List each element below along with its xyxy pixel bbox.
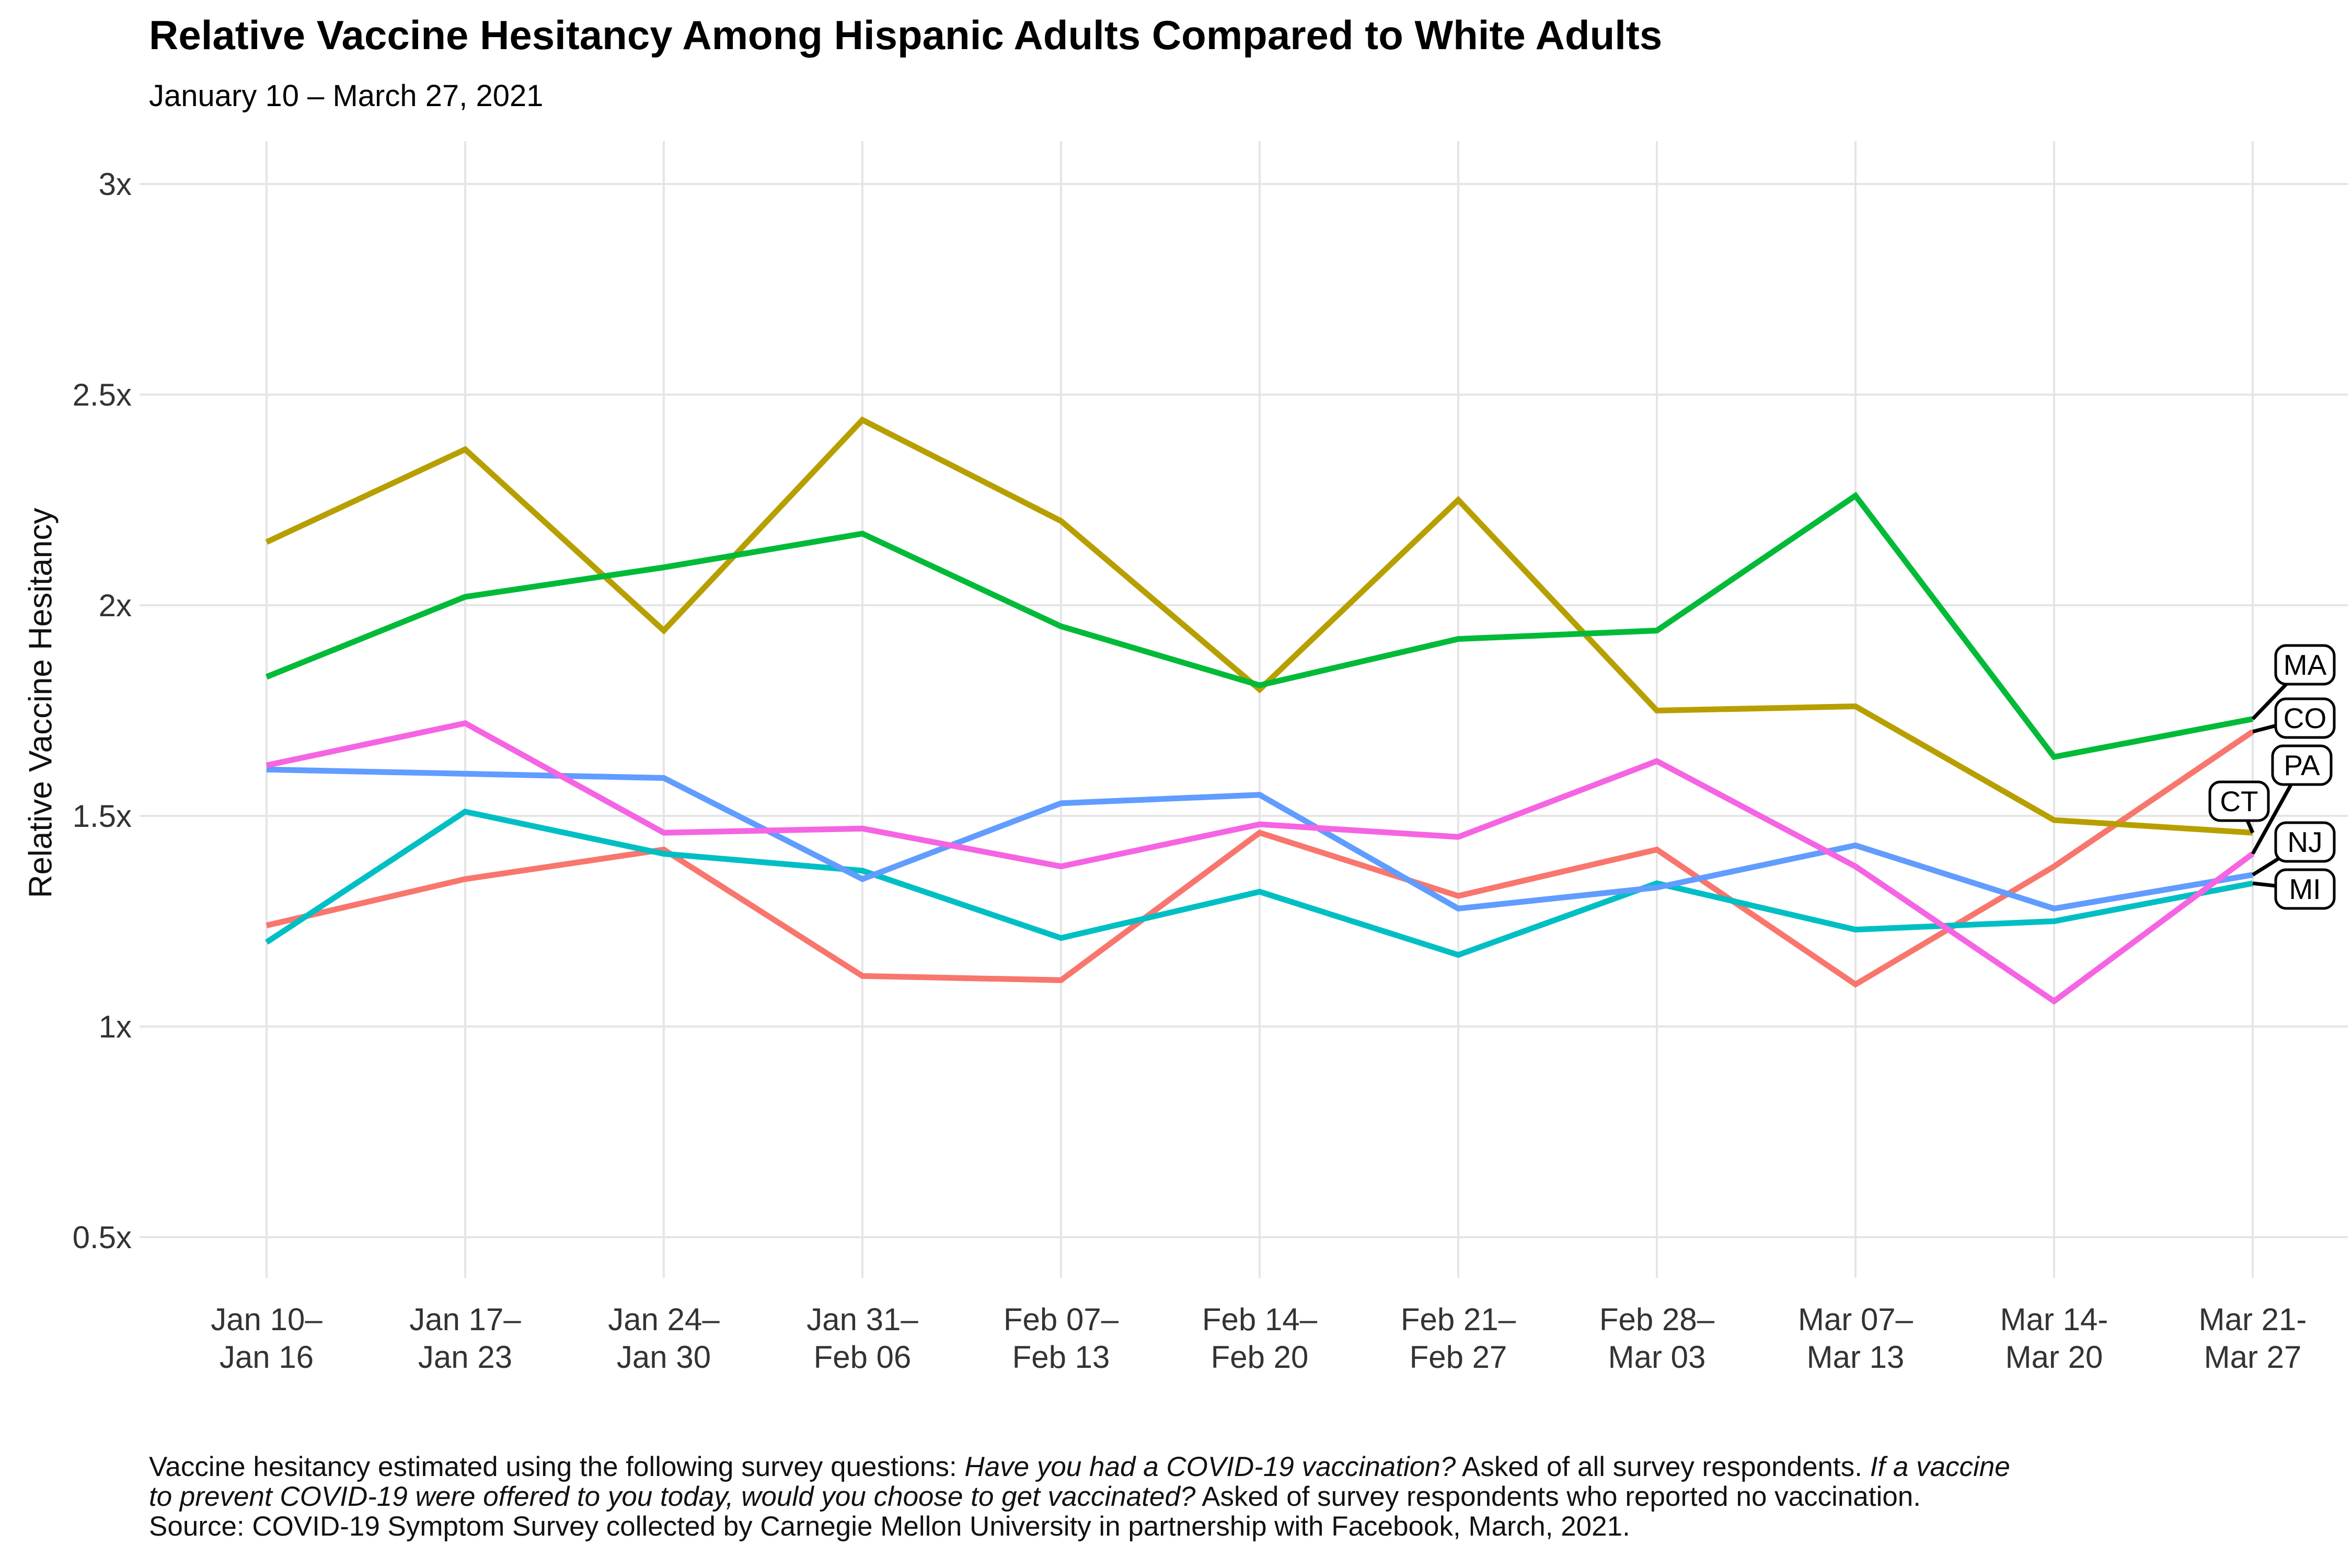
series-label-box-MA — [2274, 644, 2336, 686]
x-tick-label: Jan 31– Feb 06 — [806, 1302, 918, 1375]
y-tick-label: 1x — [99, 1009, 132, 1044]
x-tick-label: Mar 14-Mar 20 — [2000, 1302, 2108, 1375]
y-tick-label: 2.5x — [73, 377, 132, 412]
caption-segment: Vaccine hesitancy estimated using the fo… — [149, 1451, 965, 1482]
series-label-box-CO — [2274, 697, 2336, 739]
series-line-PA — [266, 720, 2255, 1005]
caption-segment: Source: COVID-19 Symptom Survey collecte… — [149, 1511, 1630, 1542]
caption-italic-segment: If a vaccine — [1870, 1451, 2010, 1482]
y-tick-label: 2x — [99, 588, 132, 623]
caption-segment: Asked of survey respondents who reported… — [1195, 1481, 1921, 1512]
series-label-MA: MA — [2284, 649, 2327, 681]
x-tick-label: Mar 07– Mar 13 — [1798, 1302, 1913, 1375]
series-label-CT: CT — [2220, 785, 2258, 817]
x-tick-label: Jan 17– Jan 23 — [409, 1302, 521, 1375]
series-line-MI — [264, 809, 2254, 958]
series-label-PA: PA — [2284, 749, 2320, 781]
x-tick-label: Feb 28– Mar 03 — [1599, 1302, 1715, 1375]
y-tick-label: 1.5x — [73, 799, 132, 834]
series-line-CT — [265, 416, 2253, 836]
chart-title: Relative Vaccine Hesitancy Among Hispani… — [149, 12, 1663, 58]
series-label-MI: MI — [2289, 873, 2321, 905]
y-tick-label: 0.5x — [73, 1220, 132, 1255]
series-label-CO: CO — [2284, 702, 2327, 734]
caption-italic-segment: Have you had a COVID-19 vaccination? — [964, 1451, 1456, 1482]
caption-line: Source: COVID-19 Symptom Survey collecte… — [149, 1512, 2010, 1541]
caption: Vaccine hesitancy estimated using the fo… — [149, 1452, 2010, 1541]
x-tick-label: Feb 14– Feb 20 — [1202, 1302, 1318, 1375]
series-label-NJ: NJ — [2287, 826, 2322, 858]
series-line-NJ — [266, 766, 2253, 912]
series-line-CO — [266, 729, 2255, 988]
x-tick-label: Feb 07– Feb 13 — [1004, 1302, 1119, 1375]
chart-subtitle: January 10 – March 27, 2021 — [149, 79, 544, 113]
series-label-box-NJ — [2274, 821, 2336, 863]
caption-line: Vaccine hesitancy estimated using the fo… — [149, 1452, 2010, 1482]
y-tick-label: 3x — [99, 167, 132, 202]
series-line-MA — [265, 491, 2254, 760]
caption-line: to prevent COVID-19 were offered to you … — [149, 1482, 2010, 1512]
series-label-box-CT — [2208, 780, 2270, 822]
x-tick-label: Jan 10– Jan 16 — [211, 1302, 322, 1375]
caption-segment: Asked of all survey respondents. — [1456, 1451, 1870, 1482]
series-label-box-MI — [2274, 868, 2336, 910]
caption-italic-segment: to prevent COVID-19 were offered to you … — [149, 1481, 1196, 1512]
x-tick-label: Mar 21-Mar 27 — [2199, 1302, 2307, 1375]
series-label-box-PA — [2271, 744, 2333, 786]
x-tick-label: Feb 21– Feb 27 — [1401, 1302, 1516, 1375]
x-tick-label: Jan 24– Jan 30 — [608, 1302, 720, 1375]
